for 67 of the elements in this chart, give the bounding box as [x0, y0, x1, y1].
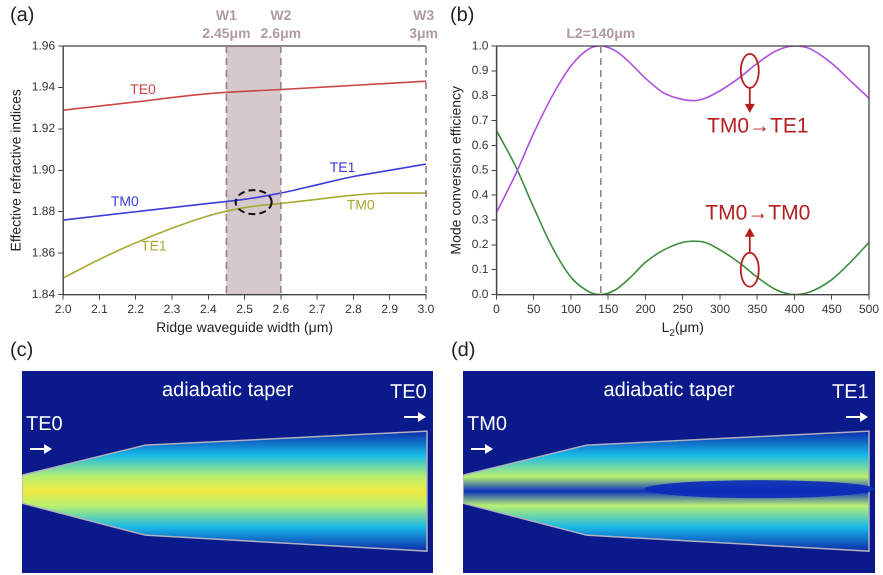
y-tick-label: 0.3 [472, 212, 489, 226]
x-axis-title: Ridge waveguide width (μm) [156, 319, 334, 335]
annotation: TM0→TE1 [707, 114, 809, 138]
y-axis-title: Effective refractive indices [7, 89, 24, 252]
y-tick-label: 0.9 [472, 63, 489, 78]
text: (d) [451, 339, 476, 362]
y-tick-label: 1.84 [32, 286, 56, 301]
line-series [63, 192, 426, 279]
x-tick-label: 3.0 [418, 302, 435, 316]
x-tick-label: 2.8 [345, 302, 362, 316]
y-tick-label: 1.90 [32, 162, 56, 177]
x-tick-label: 250 [672, 302, 694, 316]
y-tick-label: 0.7 [472, 112, 489, 127]
annotation: TM0 [346, 196, 375, 213]
y-tick-label: 0.2 [472, 237, 489, 252]
y-tick-label: 1.88 [32, 204, 56, 218]
x-tick-label: 500 [858, 302, 880, 316]
chart-title: (a) [10, 4, 34, 27]
ref-line-label: W1 2.45μm [202, 7, 251, 41]
x-tick-label: 2.9 [381, 302, 398, 316]
y-tick-label: 1.94 [32, 80, 56, 94]
y-tick-label: 0.6 [472, 138, 489, 152]
y-axis-title: Mode conversion efficiency [447, 86, 464, 255]
x-tick-label: 100 [560, 302, 582, 316]
line-series [63, 80, 426, 112]
x-tick-label: 300 [710, 302, 730, 316]
x-tick-label: 2.2 [127, 302, 144, 316]
y-tick-label: 0.8 [472, 88, 489, 102]
x-tick-label: 2.5 [236, 302, 254, 316]
annotation: TE1 [141, 237, 167, 254]
x-tick-label: 2.6 [272, 302, 290, 316]
text: TE1 [832, 381, 869, 404]
ref-line-label: W2 2.6μm [260, 7, 302, 41]
y-tick-label: 1.92 [32, 121, 56, 136]
y-tick-label: 0.1 [472, 262, 489, 276]
text: TM0 [467, 413, 507, 436]
annotation: TE0 [130, 80, 156, 97]
x-tick-label: 350 [747, 302, 768, 316]
text: adiabatic taper [162, 379, 294, 402]
line-series [63, 163, 426, 221]
y-tick-label: 1.96 [32, 38, 56, 52]
x-tick-label: 200 [635, 302, 656, 316]
text: TE0 [390, 381, 427, 404]
x-tick-label: 2.4 [200, 302, 217, 316]
text: adiabatic taper [604, 379, 735, 402]
y-tick-label: 0.5 [472, 162, 489, 177]
x-tick-label: 450 [822, 302, 842, 316]
x-tick-label: 2.7 [308, 302, 326, 316]
annotation: TM0 [110, 192, 140, 209]
ref-line-label: W3 3μm [409, 7, 438, 41]
ref-line-label: L2=140μm [566, 25, 636, 41]
x-tick-label: 2.1 [91, 302, 108, 316]
annotation: TM0→TM0 [705, 202, 810, 225]
x-tick-label: 150 [598, 302, 619, 316]
x-tick-label: 400 [784, 302, 805, 316]
y-tick-label: 0.4 [472, 187, 489, 202]
chart-title: (b) [450, 4, 474, 27]
y-tick-label: 0.0 [472, 286, 489, 301]
y-tick-label: 1.86 [32, 245, 56, 260]
annotation: TE1 [330, 158, 356, 175]
y-tick-label: 1.0 [472, 38, 489, 52]
x-tick-label: 50 [527, 302, 541, 316]
text: TE0 [26, 413, 63, 436]
x-tick-label: 2.0 [54, 302, 72, 316]
text: (c) [10, 339, 34, 362]
x-tick-label: 0 [493, 302, 500, 316]
x-tick-label: 2.3 [164, 302, 181, 316]
